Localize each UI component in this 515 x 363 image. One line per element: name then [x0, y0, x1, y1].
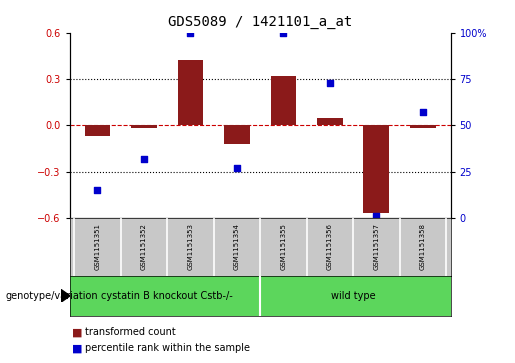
Text: GSM1151354: GSM1151354 [234, 223, 240, 270]
Text: GSM1151357: GSM1151357 [373, 223, 379, 270]
Point [419, 109, 427, 115]
Title: GDS5089 / 1421101_a_at: GDS5089 / 1421101_a_at [168, 15, 352, 29]
Text: ■: ■ [72, 343, 82, 354]
Text: GSM1151352: GSM1151352 [141, 223, 147, 270]
Polygon shape [61, 289, 70, 302]
Text: transformed count: transformed count [85, 327, 176, 337]
Bar [178, 60, 203, 125]
Text: GSM1151358: GSM1151358 [420, 223, 426, 270]
Bar [270, 76, 296, 125]
Bar [410, 125, 436, 129]
Point [140, 156, 148, 162]
Text: GSM1151356: GSM1151356 [327, 223, 333, 270]
Text: cystatin B knockout Cstb-/-: cystatin B knockout Cstb-/- [101, 291, 233, 301]
Text: GSM1151353: GSM1151353 [187, 223, 193, 270]
Text: percentile rank within the sample: percentile rank within the sample [85, 343, 250, 354]
Point [93, 187, 101, 193]
Point [233, 165, 241, 171]
Point [279, 30, 287, 36]
Text: wild type: wild type [331, 291, 375, 301]
Text: genotype/variation: genotype/variation [5, 291, 98, 301]
Bar [224, 125, 250, 144]
Bar [131, 125, 157, 129]
Point [325, 80, 334, 86]
Text: GSM1151355: GSM1151355 [280, 223, 286, 270]
Bar [364, 125, 389, 213]
Bar [317, 118, 342, 125]
Text: ■: ■ [72, 327, 82, 337]
Point [372, 213, 381, 219]
Bar [84, 125, 110, 136]
Point [186, 30, 195, 36]
Text: GSM1151351: GSM1151351 [94, 223, 100, 270]
